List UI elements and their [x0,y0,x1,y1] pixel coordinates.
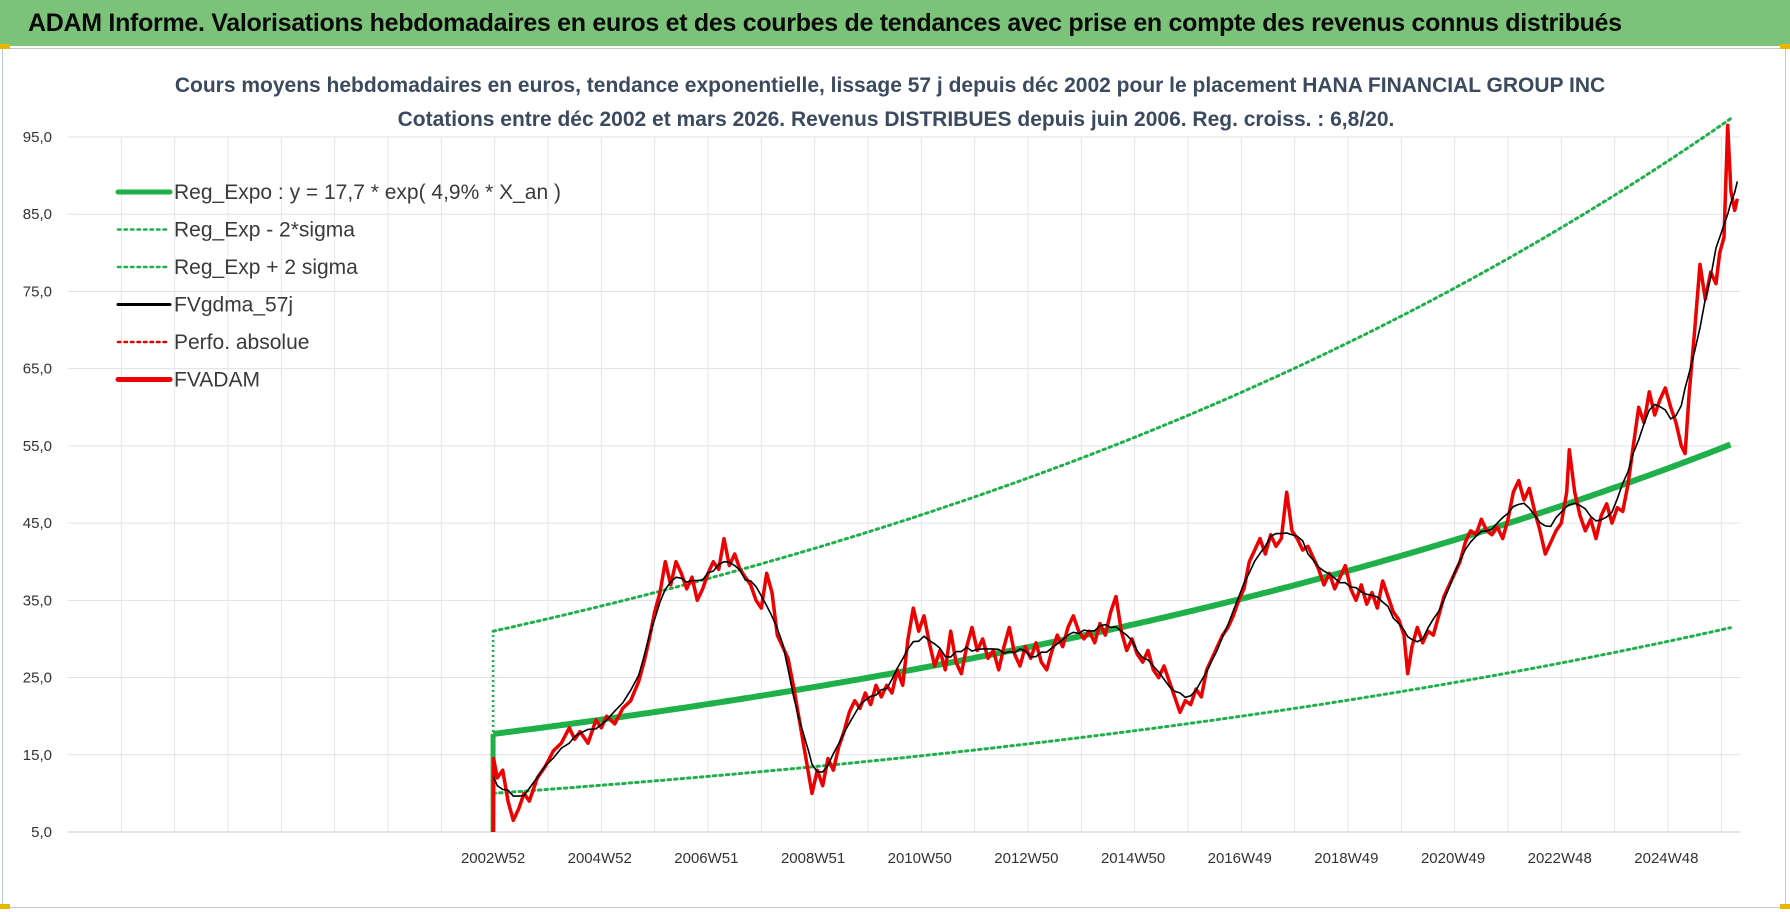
legend-label: Reg_Exp + 2 sigma [174,256,358,279]
corner-marker-bottom-left [0,904,10,909]
corner-marker-top-right [1780,44,1790,49]
x-tick-label: 2008W51 [781,850,845,867]
legend-label: Reg_Exp - 2*sigma [174,219,355,242]
y-tick-label: 65,0 [23,361,52,378]
x-tick-label: 2020W49 [1421,850,1485,867]
x-tick-label: 2010W50 [888,850,952,867]
x-tick-label: 2006W51 [674,850,738,867]
x-tick-label: 2022W48 [1528,850,1592,867]
chart-grid [68,136,1740,833]
chart-title-line1: Cours moyens hebdomadaires en euros, ten… [175,74,1605,97]
y-tick-label: 75,0 [23,283,52,300]
legend-label: Perfo. absolue [174,331,309,354]
corner-marker-bottom-right [1780,904,1790,909]
x-tick-label: 2016W49 [1208,850,1272,867]
x-tick-label: 2014W50 [1101,850,1165,867]
y-tick-label: 45,0 [23,515,52,532]
chart-frame [2,48,1786,908]
y-tick-label: 5,0 [31,824,52,841]
chart-series [490,117,1740,833]
y-tick-label: 25,0 [23,670,52,687]
y-tick-label: 15,0 [23,747,52,764]
x-tick-label: 2018W49 [1314,850,1378,867]
report-title: ADAM Informe. Valorisations hebdomadaire… [28,8,1622,37]
chart-title-line2: Cotations entre déc 2002 et mars 2026. R… [398,108,1395,131]
y-tick-label: 55,0 [23,438,52,455]
series-reg-expo [492,441,1732,737]
series-reg-exp-plus-2sigma [491,117,1732,633]
legend-label: FVADAM [174,369,260,392]
x-tick-label: 2012W50 [994,850,1058,867]
chart-axes: 95,0 85,0 75,0 65,0 55,0 45,0 35,0 25,0 15,0 5,0 2… [23,129,1740,867]
series-reg-exp-minus-2sigma [491,626,1732,795]
series-fvadam [491,123,1740,833]
y-tick-label: 85,0 [23,206,52,223]
y-tick-label: 95,0 [23,129,52,146]
series-fvgdma-57j [492,181,1739,797]
legend-label: FVgdma_57j [174,294,293,317]
y-tick-label: 35,0 [23,592,52,609]
x-tick-label: 2024W48 [1634,850,1698,867]
x-tick-label: 2004W52 [568,850,632,867]
corner-marker-top-left [0,44,10,49]
chart-legend: Reg_Expo : y = 17,7 * exp( 4,9% * X_an )… [115,181,561,392]
x-tick-label: 2002W52 [461,850,525,867]
report-header: ADAM Informe. Valorisations hebdomadaire… [0,0,1790,46]
legend-label: Reg_Expo : y = 17,7 * exp( 4,9% * X_an ) [174,181,561,204]
